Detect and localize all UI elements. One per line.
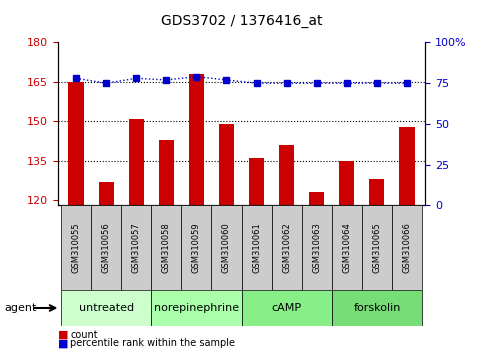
Text: cAMP: cAMP [271,303,302,313]
FancyBboxPatch shape [121,205,151,290]
FancyBboxPatch shape [242,290,332,326]
Bar [159,140,174,205]
Text: GSM310062: GSM310062 [282,222,291,273]
Bar [219,124,234,205]
Bar [369,179,384,205]
FancyBboxPatch shape [362,205,392,290]
Text: untreated: untreated [79,303,134,313]
FancyBboxPatch shape [392,205,422,290]
FancyBboxPatch shape [242,205,271,290]
Text: agent: agent [5,303,37,313]
Bar [309,192,324,205]
FancyBboxPatch shape [151,290,242,326]
FancyBboxPatch shape [91,205,121,290]
FancyBboxPatch shape [332,290,422,326]
Text: GSM310063: GSM310063 [312,222,321,273]
Bar [279,145,294,205]
Bar [399,126,414,205]
Text: GSM310057: GSM310057 [132,222,141,273]
Text: GSM310059: GSM310059 [192,222,201,273]
Text: forskolin: forskolin [353,303,400,313]
Text: ■: ■ [58,338,69,348]
Text: GDS3702 / 1376416_at: GDS3702 / 1376416_at [161,14,322,28]
Text: GSM310055: GSM310055 [71,222,81,273]
Bar [128,119,144,205]
FancyBboxPatch shape [181,205,212,290]
Bar [69,82,84,205]
Text: GSM310066: GSM310066 [402,222,412,273]
Text: GSM310056: GSM310056 [101,222,111,273]
Bar [99,182,114,205]
FancyBboxPatch shape [151,205,181,290]
FancyBboxPatch shape [302,205,332,290]
Text: ■: ■ [58,330,69,339]
FancyBboxPatch shape [271,205,302,290]
Bar [249,158,264,205]
Text: percentile rank within the sample: percentile rank within the sample [70,338,235,348]
FancyBboxPatch shape [332,205,362,290]
FancyBboxPatch shape [212,205,242,290]
FancyBboxPatch shape [61,290,151,326]
Bar [189,74,204,205]
Text: GSM310061: GSM310061 [252,222,261,273]
Text: GSM310065: GSM310065 [372,222,382,273]
Bar [339,161,355,205]
FancyBboxPatch shape [61,205,91,290]
Text: count: count [70,330,98,339]
Text: GSM310060: GSM310060 [222,222,231,273]
Text: GSM310058: GSM310058 [162,222,171,273]
Text: norepinephrine: norepinephrine [154,303,239,313]
Text: GSM310064: GSM310064 [342,222,351,273]
